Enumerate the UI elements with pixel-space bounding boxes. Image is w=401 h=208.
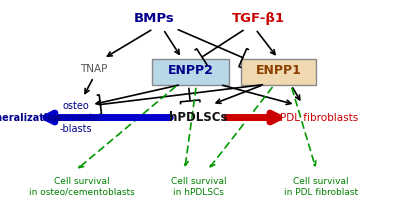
Text: osteo
/cemento
-blasts: osteo /cemento -blasts [53, 101, 99, 134]
Text: Cell survival
in osteo/cementoblasts: Cell survival in osteo/cementoblasts [29, 177, 135, 197]
Text: Cell survival
in hPDLSCs: Cell survival in hPDLSCs [171, 177, 226, 197]
Text: Mineralization: Mineralization [0, 113, 62, 123]
FancyBboxPatch shape [241, 59, 316, 85]
Text: TGF-β1: TGF-β1 [232, 12, 285, 25]
Text: PDL fibroblasts: PDL fibroblasts [279, 113, 358, 123]
Text: ENPP2: ENPP2 [168, 64, 213, 77]
Text: TNAP: TNAP [81, 64, 108, 74]
FancyBboxPatch shape [152, 59, 229, 85]
Text: Cell survival
in PDL fibroblast: Cell survival in PDL fibroblast [284, 177, 358, 197]
Text: hPDLSCs: hPDLSCs [169, 111, 228, 124]
Text: BMPs: BMPs [134, 12, 175, 25]
Text: ENPP1: ENPP1 [256, 64, 302, 77]
